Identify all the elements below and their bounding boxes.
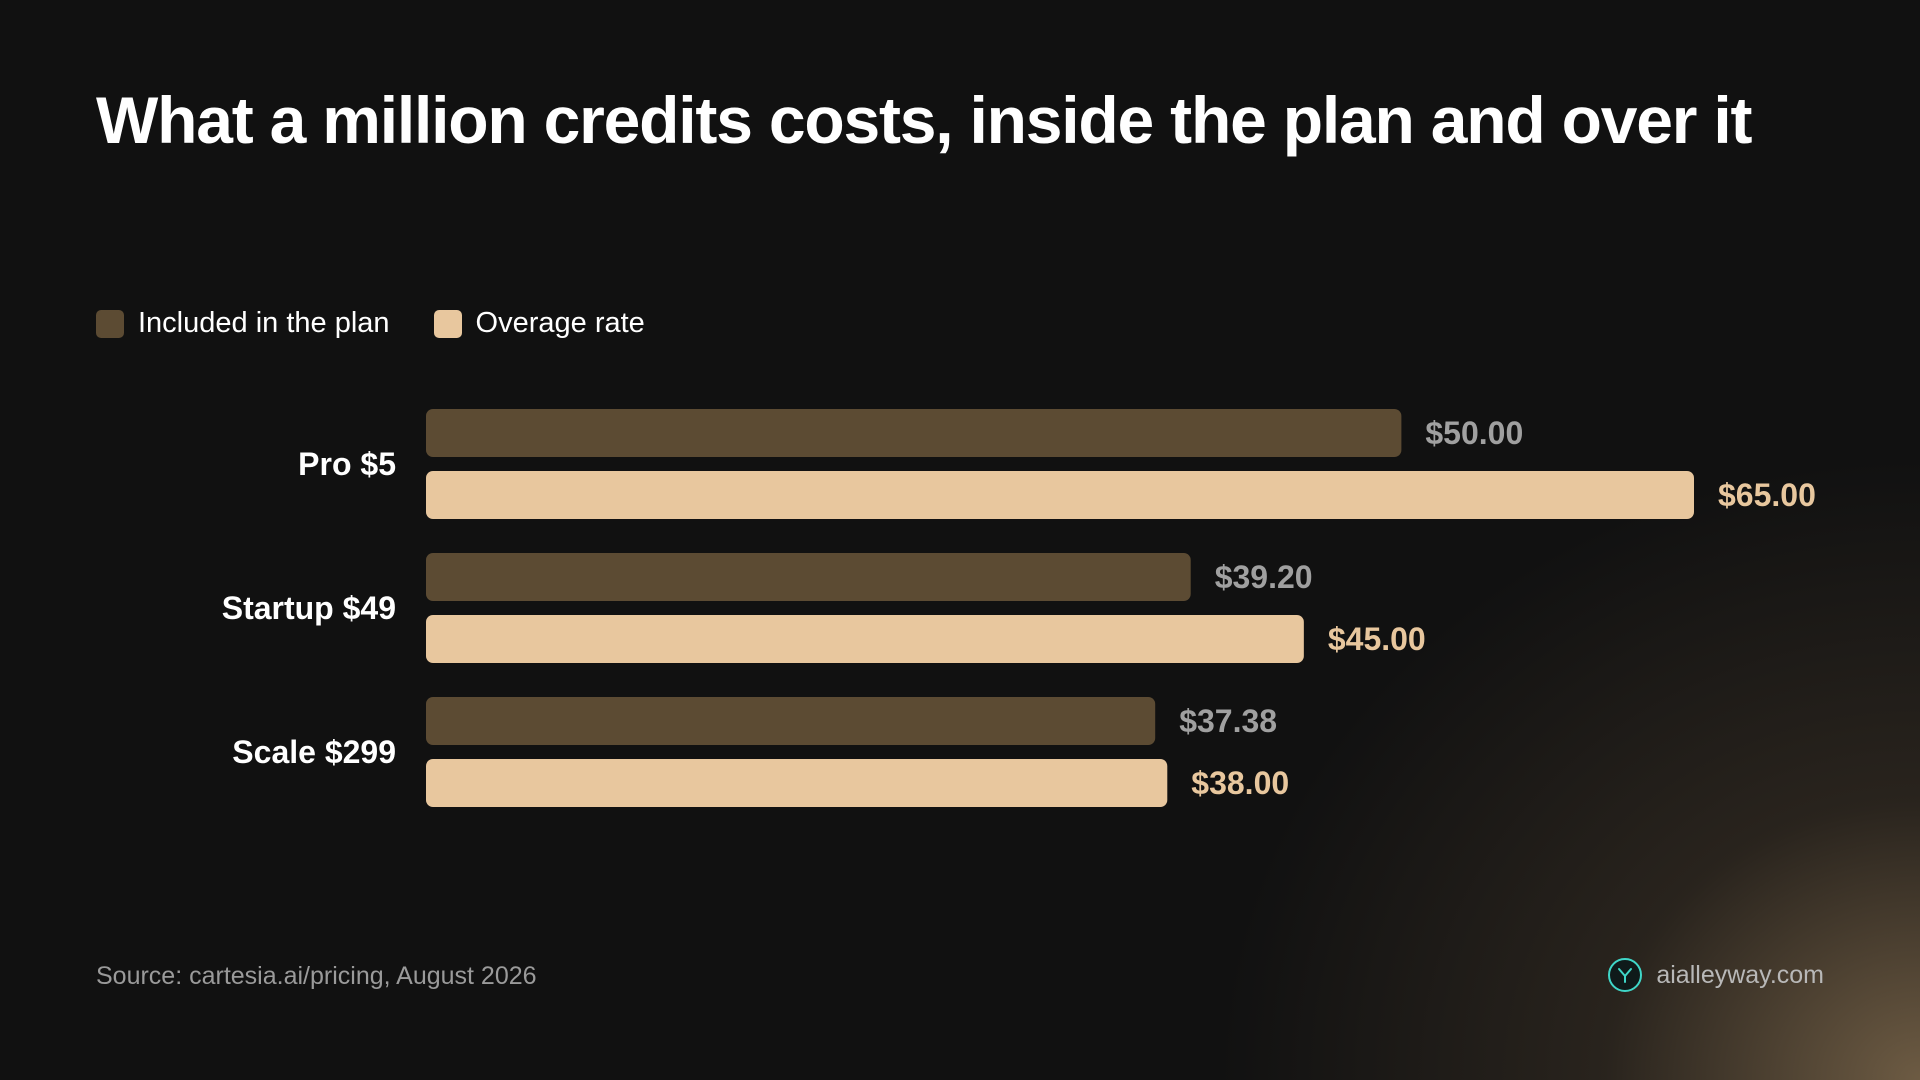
brand-logo-icon bbox=[1608, 958, 1643, 992]
value-label-included: $50.00 bbox=[1425, 415, 1523, 451]
chart-legend: Included in the plan Overage rate bbox=[96, 307, 689, 340]
page-title: What a million credits costs, inside the… bbox=[96, 83, 1752, 157]
category-label: Scale $299 bbox=[232, 734, 396, 770]
legend-swatch-included bbox=[96, 309, 124, 338]
bar-overage bbox=[426, 615, 1304, 663]
source-note: Source: cartesia.ai/pricing, August 2026 bbox=[96, 962, 537, 990]
value-label-overage: $38.00 bbox=[1191, 765, 1289, 801]
bar-overage bbox=[426, 759, 1168, 807]
bar-included bbox=[426, 697, 1156, 745]
value-label-overage: $65.00 bbox=[1718, 477, 1816, 513]
legend-item-included: Included in the plan bbox=[96, 307, 390, 340]
legend-label-included: Included in the plan bbox=[138, 307, 390, 339]
value-label-included: $37.38 bbox=[1179, 703, 1277, 739]
legend-label-overage: Overage rate bbox=[475, 307, 645, 339]
legend-item-overage: Overage rate bbox=[433, 307, 645, 340]
bar-included bbox=[426, 553, 1191, 601]
brand: aialleyway.com bbox=[1608, 958, 1824, 992]
category-label: Startup $49 bbox=[222, 590, 396, 626]
bar-included bbox=[426, 409, 1402, 457]
legend-swatch-overage bbox=[433, 309, 462, 338]
category-label: Pro $5 bbox=[298, 446, 396, 482]
brand-name: aialleyway.com bbox=[1656, 960, 1824, 989]
value-label-overage: $45.00 bbox=[1328, 621, 1426, 657]
value-label-included: $39.20 bbox=[1215, 559, 1313, 595]
bar-overage bbox=[426, 471, 1694, 519]
